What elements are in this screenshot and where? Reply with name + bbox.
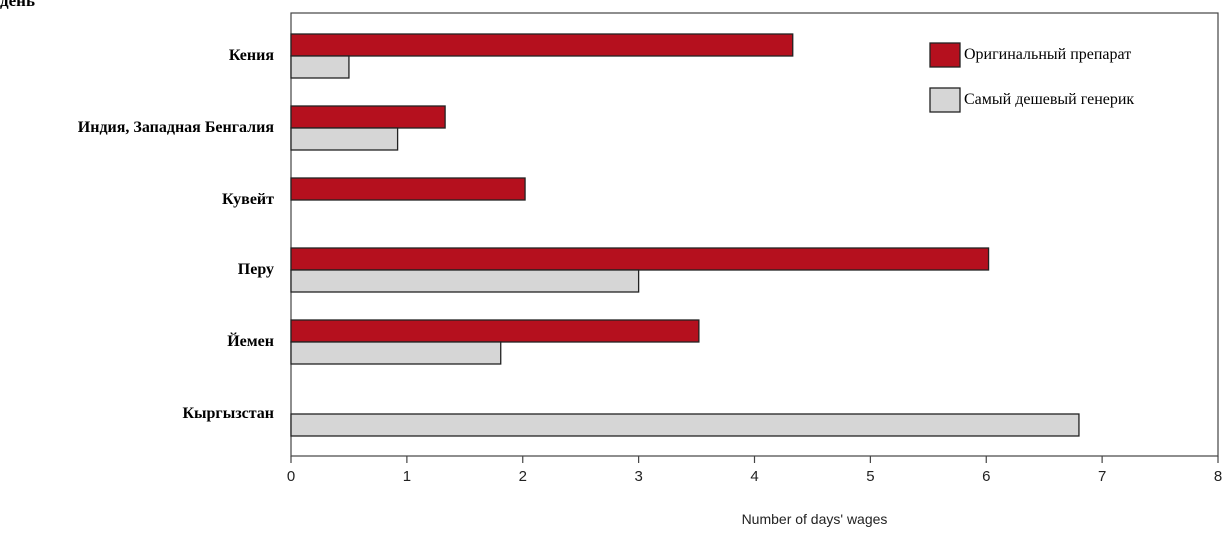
axes: [290, 12, 1219, 457]
x-tick-label: 6: [982, 468, 990, 485]
bar-generic-0: [290, 55, 350, 79]
bar-original-1: [290, 105, 446, 129]
category-label: Йемен: [227, 331, 274, 350]
bar-original-4: [290, 319, 700, 343]
bar-generic-5: [290, 413, 1080, 437]
x-tick-label: 5: [866, 468, 874, 485]
category-label: Индия, Западная Бенгалия: [78, 119, 275, 136]
bar-generic-3: [290, 269, 640, 293]
bar-generic-1: [290, 127, 399, 151]
bar-original-3: [290, 247, 990, 271]
x-tick-label: 8: [1214, 468, 1222, 485]
x-tick-label: 4: [750, 468, 758, 485]
category-label: Перу: [238, 261, 274, 278]
bar-original-2: [290, 177, 526, 201]
x-ticks: 0 1 2 3 4 5 6 7 8: [287, 456, 1222, 485]
x-tick-label: 1: [403, 468, 411, 485]
plot-frame: [290, 12, 1219, 457]
category-label: Кения: [229, 47, 275, 64]
chart-title: день: [0, 0, 35, 10]
x-axis-label: Number of days' wages: [742, 511, 888, 527]
x-tick-label: 0: [287, 468, 295, 485]
legend-swatch-original: [929, 42, 961, 68]
category-label: Кувейт: [222, 191, 274, 208]
legend-swatch-generic: [929, 87, 961, 113]
category-labels: Кения Индия, Западная Бенгалия Кувейт Перу Й…: [78, 47, 275, 422]
bars: [290, 33, 1080, 437]
x-tick-label: 3: [634, 468, 642, 485]
bar-original-0: [290, 33, 794, 57]
category-label: Кыргызстан: [182, 405, 274, 422]
legend: Оригинальный препарат Самый дешевый генер…: [929, 42, 1134, 113]
x-tick-label: 7: [1098, 468, 1106, 485]
bar-generic-4: [290, 341, 502, 365]
x-tick-label: 2: [519, 468, 527, 485]
legend-label-generic: Самый дешевый генерик: [964, 91, 1134, 108]
legend-label-original: Оригинальный препарат: [964, 46, 1131, 63]
